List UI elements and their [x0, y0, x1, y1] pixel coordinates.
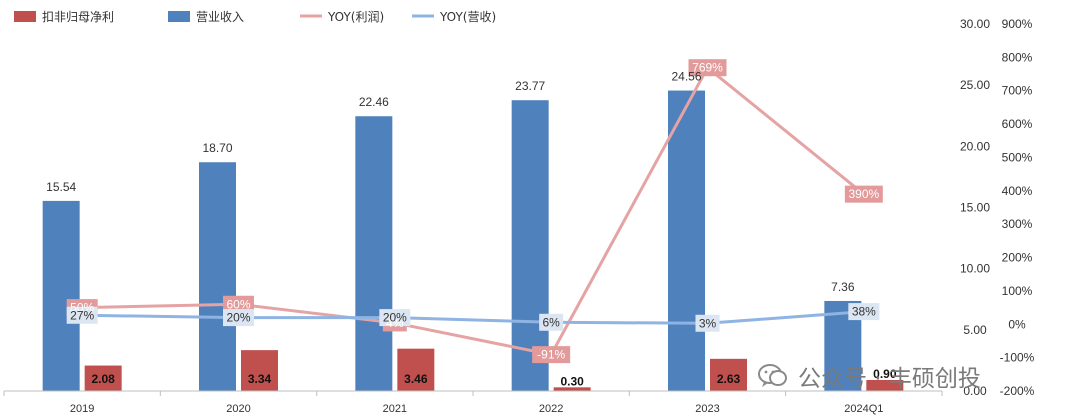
y-right-tick-800%: 800%: [1002, 50, 1033, 64]
label-profit-yoy-2020: 60%: [226, 297, 250, 311]
bar-profit-2022: [553, 387, 591, 391]
x-tick-label-2024Q1: 2024Q1: [844, 403, 883, 415]
label-profit-yoy-2021: 4%: [386, 316, 404, 330]
label-revenue-2019: 15.54: [46, 180, 76, 194]
point-revenue-yoy-2021: [379, 309, 411, 327]
y-left-tick-30.00: 30.00: [960, 17, 990, 31]
label-revenue-2022: 23.77: [515, 79, 545, 93]
y-right-tick-900%: 900%: [1002, 17, 1033, 31]
label-revenue-yoy-2022: 6%: [542, 315, 560, 329]
label-revenue-yoy-2019: 27%: [70, 308, 94, 322]
label-profit-yoy-2022: -91%: [537, 348, 565, 362]
bar-profit-2020: [241, 350, 278, 391]
watermark-text: 公众号 · 丰硕创投: [798, 366, 981, 392]
line-revenue-yoy: [82, 310, 864, 325]
y-right-tick--200%: -200%: [1000, 384, 1035, 398]
x-tick-label-2019: 2019: [70, 403, 94, 415]
x-tick-label-2023: 2023: [695, 403, 719, 415]
label-profit-2022: 0.30: [560, 374, 584, 388]
bar-revenue-2021: [355, 116, 393, 392]
label-revenue-yoy-2024Q1: 38%: [852, 305, 876, 319]
legend: 扣非归母净利 营业收入 YOY(利润) YOY(营收): [14, 10, 496, 24]
label-profit-yoy-2024Q1: 390%: [848, 187, 879, 201]
y-right-tick-300%: 300%: [1002, 217, 1033, 231]
y-left-tick-0.00: 0.00: [963, 384, 987, 398]
point-profit-yoy-2020: [223, 295, 254, 313]
point-revenue-yoy-2024Q1: [848, 303, 880, 321]
label-profit-2023: 2.63: [717, 372, 741, 386]
bar-revenue-2020: [199, 162, 236, 391]
bar-revenue-2019: [42, 200, 80, 391]
lines: [66, 59, 883, 364]
y-right-tick--100%: -100%: [1000, 351, 1035, 365]
label-profit-2020: 3.34: [248, 372, 272, 386]
point-revenue-yoy-2023: [695, 314, 720, 332]
y-right-tick-600%: 600%: [1002, 117, 1033, 131]
y-left-tick-25.00: 25.00: [960, 78, 990, 92]
y-right-tick-200%: 200%: [1002, 251, 1033, 265]
label-profit-2024Q1: 0.90: [873, 367, 897, 381]
y-right-tick-0%: 0%: [1008, 317, 1026, 331]
watermark: 公众号 · 丰硕创投: [758, 358, 981, 394]
label-revenue-2021: 22.46: [359, 95, 389, 109]
y-right-tick-500%: 500%: [1002, 150, 1033, 164]
point-revenue-yoy-2019: [66, 306, 98, 324]
label-revenue-2024Q1: 7.36: [831, 280, 855, 294]
x-tick-label-2022: 2022: [539, 403, 563, 415]
y-left-tick-20.00: 20.00: [960, 139, 990, 153]
label-revenue-yoy-2023: 3%: [699, 316, 717, 330]
point-profit-yoy-2022: [532, 346, 571, 364]
legend-label-1: 营业收入: [196, 10, 244, 24]
point-profit-yoy-2024Q1: [844, 185, 883, 203]
label-profit-yoy-2019: 50%: [70, 301, 94, 315]
data-labels: 15.54 2.08 18.70 3.34 22.46 3.46 23.77 0.30 24.5…: [46, 61, 897, 389]
point-profit-yoy-2023: [688, 59, 727, 77]
axes: 2019 2020 2021 2022 2023 2024Q1 0.00 5.00 10.00 1…: [3, 17, 1035, 415]
y-left-tick-10.00: 10.00: [960, 262, 990, 276]
legend-swatch-1: [168, 11, 190, 22]
x-tick-label-2021: 2021: [383, 403, 407, 415]
y-right-tick-700%: 700%: [1002, 84, 1033, 98]
label-profit-2019: 2.08: [91, 372, 115, 386]
label-profit-2021: 3.46: [404, 372, 428, 386]
label-revenue-yoy-2021: 20%: [383, 311, 407, 325]
bar-revenue-2022: [511, 100, 549, 391]
bar-profit-2023: [710, 358, 747, 391]
bar-profit-2024Q1: [866, 379, 904, 391]
bar-profit-2021: [397, 348, 435, 391]
label-profit-yoy-2023: 769%: [692, 61, 723, 75]
label-revenue-2023: 24.56: [671, 70, 701, 84]
point-revenue-yoy-2020: [223, 309, 254, 327]
point-revenue-yoy-2022: [539, 313, 564, 331]
legend-label-0: 扣非归母净利: [42, 10, 114, 24]
legend-label-2: YOY(利润): [327, 10, 384, 24]
wechat-icon: [758, 364, 787, 387]
x-tick-label-2020: 2020: [226, 403, 250, 415]
bars: [42, 90, 904, 392]
y-right-tick-400%: 400%: [1002, 184, 1033, 198]
y-left-tick-15.00: 15.00: [960, 201, 990, 215]
bar-profit-2019: [84, 365, 122, 391]
bar-revenue-2023: [668, 90, 705, 392]
legend-swatch-0: [14, 11, 36, 22]
y-right-tick-100%: 100%: [1002, 284, 1033, 298]
legend-label-3: YOY(营收): [439, 10, 496, 24]
y-left-tick-5.00: 5.00: [963, 323, 987, 337]
label-revenue-yoy-2020: 20%: [226, 311, 250, 325]
line-profit-yoy: [82, 66, 865, 357]
label-revenue-2020: 18.70: [202, 141, 232, 155]
